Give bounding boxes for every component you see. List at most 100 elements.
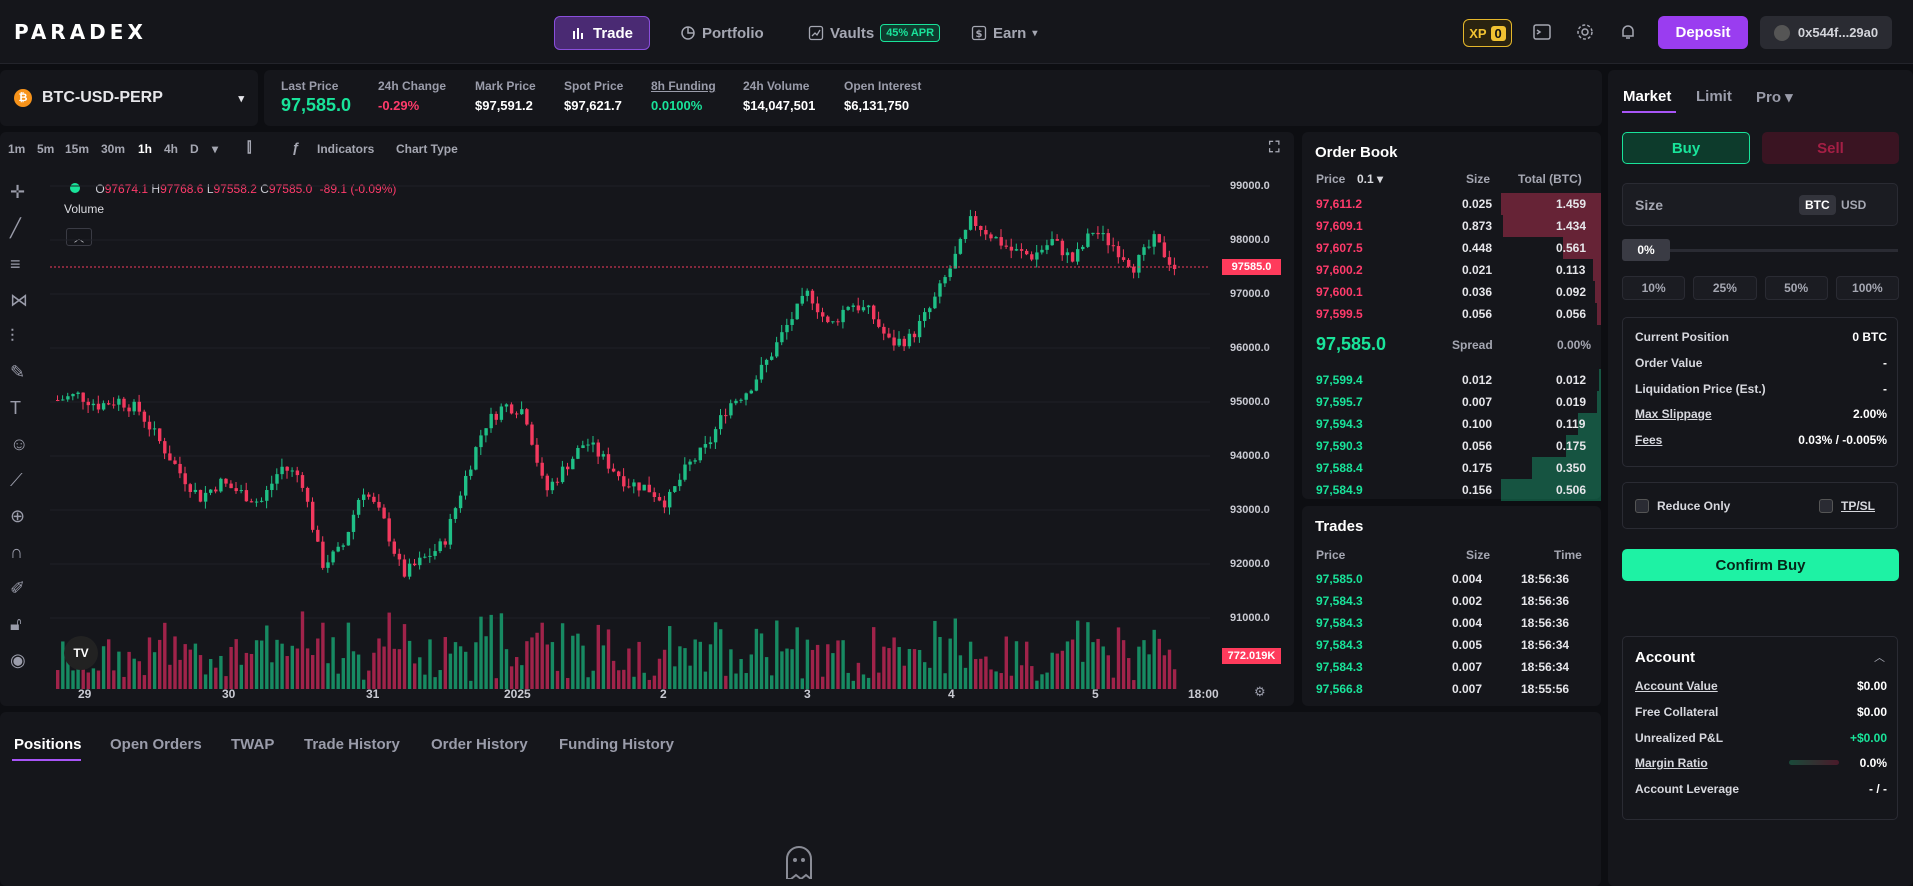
candlestick-plot[interactable] xyxy=(50,172,1210,692)
bell-icon[interactable] xyxy=(1618,22,1638,42)
bid-row[interactable]: 97,588.4 0.175 0.350 xyxy=(1302,457,1601,479)
pct-25-button[interactable]: 25% xyxy=(1693,276,1757,300)
bid-row[interactable]: 97,594.3 0.100 0.119 xyxy=(1302,413,1601,435)
ask-total: 0.056 xyxy=(1556,307,1587,321)
xp-badge[interactable]: XP 0 xyxy=(1463,19,1512,47)
fx-icon[interactable]: ƒ xyxy=(292,139,300,155)
ob-tick-select[interactable]: 0.1 ▾ xyxy=(1357,172,1384,186)
interval-d[interactable]: D xyxy=(190,142,199,156)
emoji-icon[interactable]: ☺ xyxy=(10,434,29,454)
zoom-icon[interactable]: ⊕ xyxy=(10,506,26,526)
pct-50-button[interactable]: 50% xyxy=(1764,276,1828,300)
text-icon[interactable]: T xyxy=(10,398,21,418)
eye-icon[interactable]: ◉ xyxy=(10,650,26,670)
candle-body xyxy=(887,333,891,338)
spread-label: Spread xyxy=(1452,338,1493,352)
sell-side-button[interactable]: Sell xyxy=(1762,132,1899,164)
interval-30m[interactable]: 30m xyxy=(101,142,126,156)
indicators-button[interactable]: Indicators xyxy=(317,142,375,156)
gear-icon[interactable] xyxy=(1575,22,1595,42)
lock-icon[interactable]: 🔓︎ xyxy=(10,614,22,634)
fullscreen-icon[interactable]: ⛶ xyxy=(1269,139,1280,156)
tab-twap[interactable]: TWAP xyxy=(231,736,275,753)
candle-body xyxy=(917,320,922,338)
nav-trade[interactable]: Trade xyxy=(554,16,651,50)
bid-row[interactable]: 97,595.7 0.007 0.019 xyxy=(1302,391,1601,413)
chevron-down-icon[interactable]: ▾ xyxy=(212,142,219,156)
interval-1m[interactable]: 1m xyxy=(8,142,26,156)
interval-4h[interactable]: 4h xyxy=(164,142,179,156)
trendline-icon[interactable]: ╱ xyxy=(10,218,21,238)
tab-open-orders[interactable]: Open Orders xyxy=(110,736,202,753)
nav-portfolio[interactable]: Portfolio xyxy=(664,16,780,50)
market-selector[interactable]: ₿ BTC-USD-PERP ▾ xyxy=(0,70,258,126)
pct-100-button[interactable]: 100% xyxy=(1835,276,1899,300)
interval-5m[interactable]: 5m xyxy=(37,142,55,156)
buy-side-button[interactable]: Buy xyxy=(1622,132,1750,164)
candles-icon[interactable]: ⫿ xyxy=(247,139,252,155)
measure-lines-icon[interactable]: ⫶ xyxy=(10,326,15,346)
trade-size: 0.004 xyxy=(1452,572,1483,586)
tpsl-checkbox[interactable] xyxy=(1819,499,1833,513)
ask-row[interactable]: 97,600.2 0.021 0.113 xyxy=(1302,259,1601,281)
candle-body xyxy=(545,475,549,491)
candle-body xyxy=(1116,246,1121,258)
interval-1h[interactable]: 1h xyxy=(138,142,153,156)
confirm-buy-button[interactable]: Confirm Buy xyxy=(1622,549,1899,581)
candle-body xyxy=(122,398,126,408)
info-max-slippage[interactable]: Max Slippage 2.00% xyxy=(1635,407,1887,421)
y-tick-label: 97000.0 xyxy=(1230,288,1270,300)
ask-row[interactable]: 97,600.1 0.036 0.092 xyxy=(1302,281,1601,303)
ask-row[interactable]: 97,609.1 0.873 1.434 xyxy=(1302,215,1601,237)
volume-bar xyxy=(1025,641,1029,689)
candle-body xyxy=(499,406,504,420)
bid-row[interactable]: 97,599.4 0.012 0.012 xyxy=(1302,369,1601,391)
candle-body xyxy=(581,445,585,448)
size-slider[interactable]: 0% xyxy=(1622,239,1898,261)
crosshair-icon[interactable]: ✛ xyxy=(10,182,26,202)
tab-pro[interactable]: Pro ▾ xyxy=(1756,89,1793,106)
ruler-icon[interactable]: ⟋ xyxy=(10,470,23,490)
tab-funding-history[interactable]: Funding History xyxy=(559,736,674,753)
ask-row[interactable]: 97,599.5 0.056 0.056 xyxy=(1302,303,1601,325)
tab-order-history[interactable]: Order History xyxy=(431,736,528,753)
ask-row[interactable]: 97,607.5 0.448 0.561 xyxy=(1302,237,1601,259)
unit-btc-toggle[interactable]: BTC xyxy=(1799,195,1836,215)
ask-size: 0.025 xyxy=(1462,197,1493,211)
nav-vaults[interactable]: Vaults 45% APR xyxy=(792,16,956,50)
volume-bar xyxy=(596,624,600,689)
nav-earn[interactable]: $ Earn ▾ xyxy=(955,16,1053,50)
magnet-icon[interactable]: ∩ xyxy=(10,542,23,562)
terminal-icon[interactable] xyxy=(1532,22,1552,42)
stat-funding[interactable]: 8h Funding 0.0100% xyxy=(651,79,716,113)
tab-positions[interactable]: Positions xyxy=(14,736,82,753)
stat-spot-price: Spot Price $97,621.7 xyxy=(564,79,623,113)
chevron-up-icon[interactable]: ︿ xyxy=(1874,652,1885,664)
pencil-lock-icon[interactable]: ✐ xyxy=(10,578,26,598)
fib-icon[interactable]: ≡ xyxy=(10,254,21,274)
wallet-button[interactable]: 0x544f...29a0 xyxy=(1760,16,1892,49)
bid-depth-bar xyxy=(1597,391,1601,413)
volume-bar xyxy=(127,651,131,689)
pattern-icon[interactable]: ⋈ xyxy=(10,290,28,310)
ask-row[interactable]: 97,611.2 0.025 1.459 xyxy=(1302,193,1601,215)
reduce-only-checkbox[interactable] xyxy=(1635,499,1649,513)
tab-limit[interactable]: Limit xyxy=(1696,88,1732,105)
collapse-volume-button[interactable]: ︿ xyxy=(66,228,92,246)
deposit-button[interactable]: Deposit xyxy=(1658,16,1748,49)
tab-market[interactable]: Market xyxy=(1623,88,1672,105)
unit-usd-toggle[interactable]: USD xyxy=(1841,198,1867,212)
size-input[interactable]: Size BTC USD xyxy=(1622,183,1898,226)
volume-bar xyxy=(1167,649,1172,689)
chart-type-button[interactable]: Chart Type xyxy=(396,142,458,156)
bid-row[interactable]: 97,584.9 0.156 0.506 xyxy=(1302,479,1601,501)
chart-settings-icon[interactable]: ⚙ xyxy=(1254,684,1266,699)
brush-icon[interactable]: ✎ xyxy=(10,362,26,382)
interval-15m[interactable]: 15m xyxy=(65,142,90,156)
paradex-logo[interactable]: PARADEX xyxy=(14,20,147,44)
info-fees[interactable]: Fees 0.03% / -0.005% xyxy=(1635,433,1887,447)
slider-handle[interactable]: 0% xyxy=(1622,239,1670,261)
pct-10-button[interactable]: 10% xyxy=(1622,276,1686,300)
bid-row[interactable]: 97,590.3 0.056 0.175 xyxy=(1302,435,1601,457)
tab-trade-history[interactable]: Trade History xyxy=(304,736,400,753)
